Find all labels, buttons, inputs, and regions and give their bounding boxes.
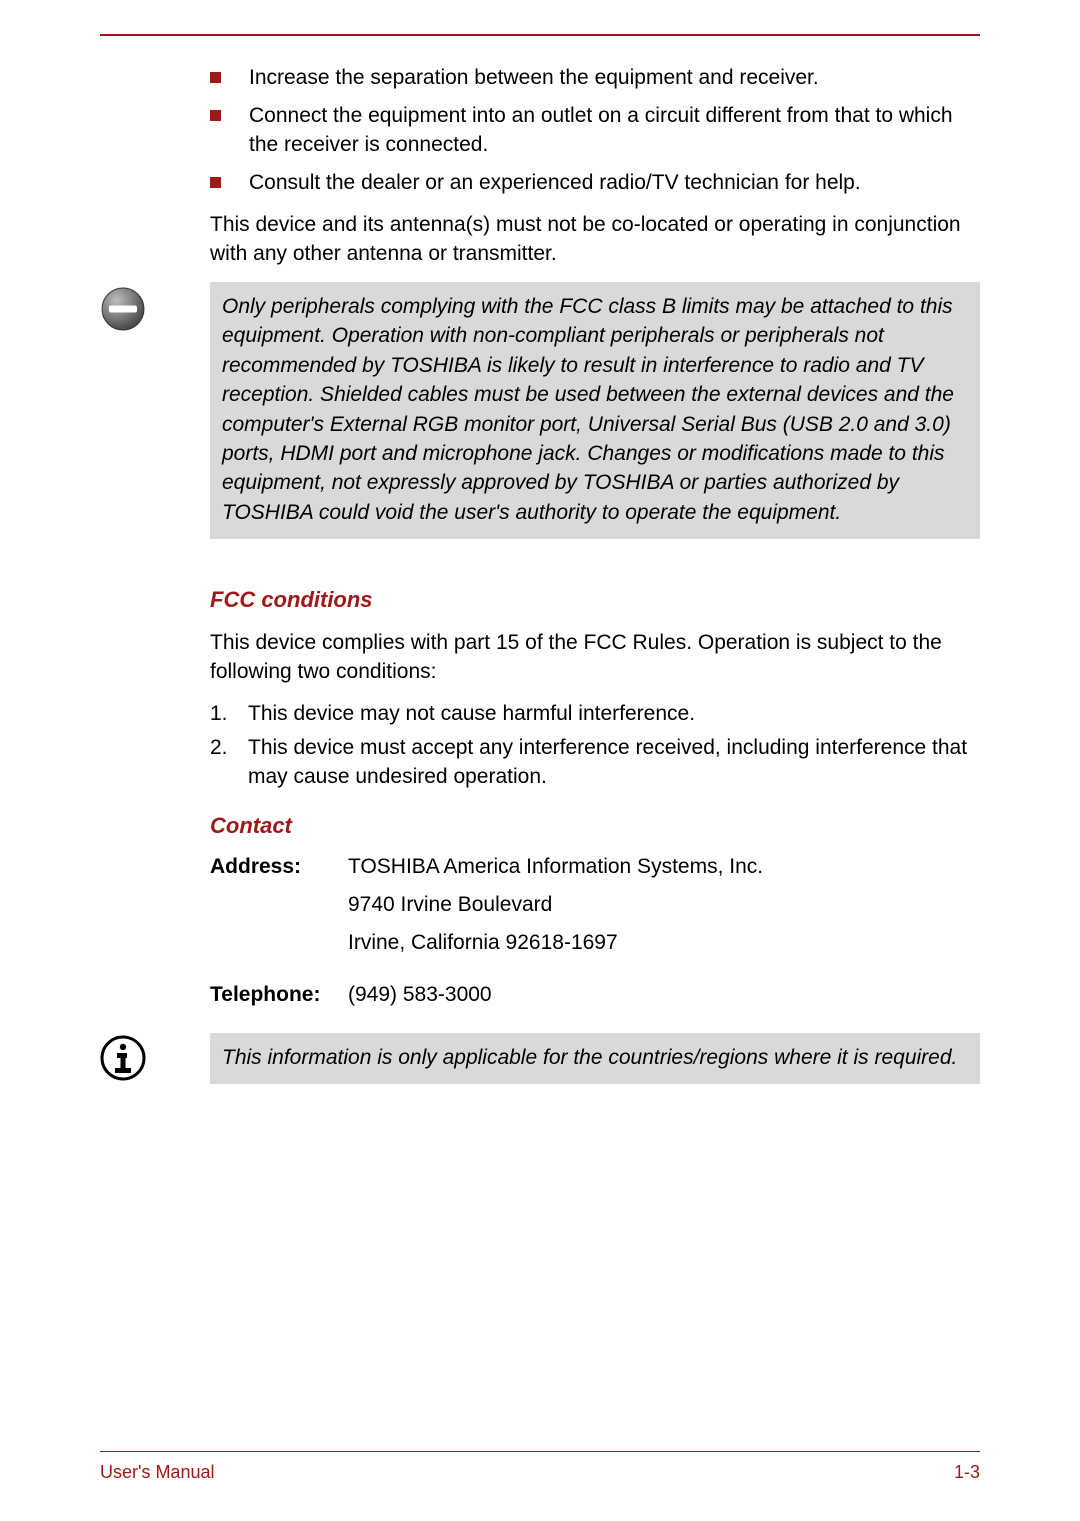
bullet-icon xyxy=(210,110,221,121)
bullet-text: Consult the dealer or an experienced rad… xyxy=(249,169,861,197)
heading-contact: Contact xyxy=(210,813,980,839)
note-body: This information is only applicable for … xyxy=(210,1033,980,1084)
telephone-label: Telephone: xyxy=(210,983,348,1007)
numbered-list: 1. This device may not cause harmful int… xyxy=(210,700,980,791)
bullet-list: Increase the separation between the equi… xyxy=(210,64,980,197)
page-container: Increase the separation between the equi… xyxy=(0,0,1080,1084)
contact-table: Address: TOSHIBA America Information Sys… xyxy=(210,855,980,1007)
note-text: This information is only applicable for … xyxy=(222,1043,968,1072)
do-not-icon xyxy=(100,286,146,332)
bullet-text: Increase the separation between the equi… xyxy=(249,64,819,92)
note-body: Only peripherals complying with the FCC … xyxy=(210,282,980,539)
bullet-icon xyxy=(210,72,221,83)
list-item: Connect the equipment into an outlet on … xyxy=(210,102,980,159)
info-icon xyxy=(100,1035,146,1081)
info-note: This information is only applicable for … xyxy=(100,1033,980,1084)
list-number: 2. xyxy=(210,734,248,762)
list-item: 1. This device may not cause harmful int… xyxy=(210,700,980,728)
page-footer: User's Manual 1-3 xyxy=(100,1451,980,1483)
contact-row-address: Address: TOSHIBA America Information Sys… xyxy=(210,855,980,969)
address-line: 9740 Irvine Boulevard xyxy=(348,893,763,917)
caution-note: Only peripherals complying with the FCC … xyxy=(100,282,980,539)
list-item: Consult the dealer or an experienced rad… xyxy=(210,169,980,197)
content-area: Increase the separation between the equi… xyxy=(210,64,980,1084)
footer-page-number: 1-3 xyxy=(954,1462,980,1483)
address-line: TOSHIBA America Information Systems, Inc… xyxy=(348,855,763,879)
list-text: This device must accept any interference… xyxy=(248,734,980,791)
bullet-text: Connect the equipment into an outlet on … xyxy=(249,102,980,159)
list-number: 1. xyxy=(210,700,248,728)
telephone-value: (949) 583-3000 xyxy=(348,983,492,1007)
list-text: This device may not cause harmful interf… xyxy=(248,700,695,728)
heading-fcc-conditions: FCC conditions xyxy=(210,587,980,613)
footer-title: User's Manual xyxy=(100,1462,214,1483)
list-item: Increase the separation between the equi… xyxy=(210,64,980,92)
address-label: Address: xyxy=(210,855,348,969)
address-value: TOSHIBA America Information Systems, Inc… xyxy=(348,855,763,969)
contact-row-telephone: Telephone: (949) 583-3000 xyxy=(210,983,980,1007)
header-rule xyxy=(100,34,980,36)
address-line: Irvine, California 92618-1697 xyxy=(348,931,763,955)
paragraph: This device complies with part 15 of the… xyxy=(210,629,980,686)
paragraph: This device and its antenna(s) must not … xyxy=(210,211,980,268)
bullet-icon xyxy=(210,177,221,188)
note-text: Only peripherals complying with the FCC … xyxy=(222,292,968,527)
list-item: 2. This device must accept any interfere… xyxy=(210,734,980,791)
